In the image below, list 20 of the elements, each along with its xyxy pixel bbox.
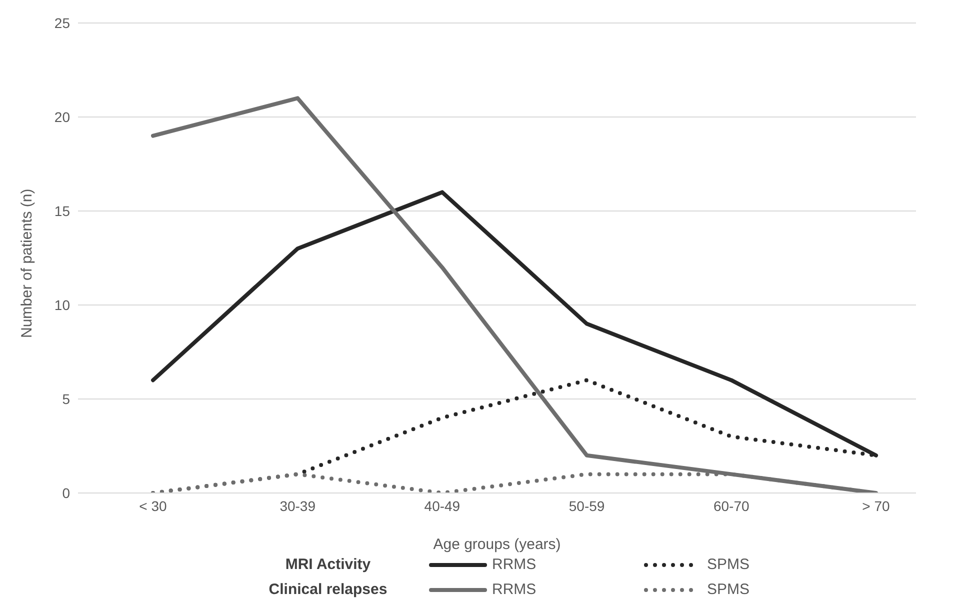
legend-label: SPMS — [707, 556, 750, 573]
text: MRI Activity — [284, 556, 372, 573]
legend-label: SPMS — [707, 581, 750, 598]
y-tick-label: 0 — [62, 484, 70, 501]
x-axis-title: Age groups (years) — [433, 536, 561, 553]
x-tick-label: 60-70 — [713, 498, 750, 514]
y-tick-label: 10 — [54, 296, 70, 313]
legend-label: RRMS — [492, 581, 536, 598]
x-tick-label: 30-39 — [280, 498, 316, 514]
y-axis-title: Number of patients (n) — [18, 188, 36, 338]
x-tick-label: < 30 — [139, 498, 168, 514]
x-tick-label: 40-49 — [424, 498, 460, 514]
text: Clinical relapses — [268, 581, 388, 598]
legend-label: RRMS — [492, 556, 536, 573]
x-tick-label: > 70 — [862, 498, 890, 514]
y-tick-label: 20 — [54, 108, 70, 125]
y-tick-label: 25 — [54, 14, 70, 31]
y-tick-label: 5 — [62, 390, 70, 407]
x-tick-label: 50-59 — [568, 498, 605, 514]
y-tick-label: 15 — [54, 202, 70, 219]
